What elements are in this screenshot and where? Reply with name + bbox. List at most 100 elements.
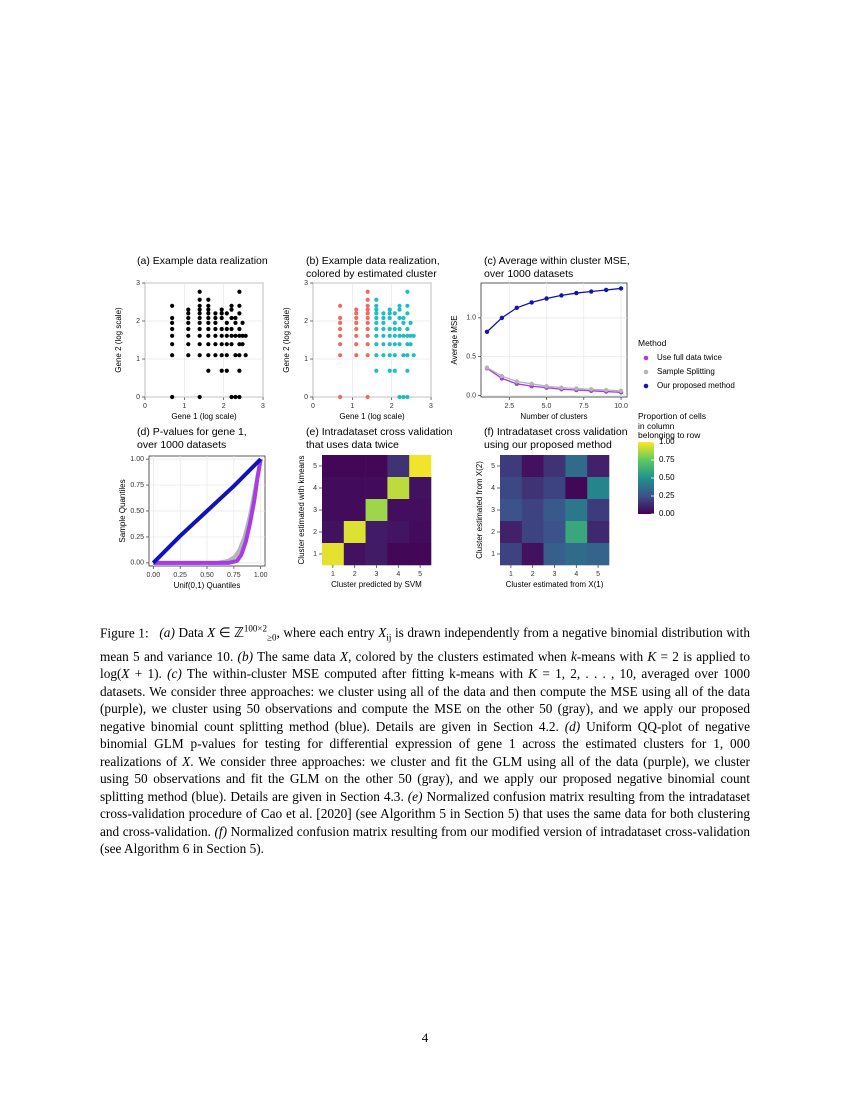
a-data-point: [213, 353, 218, 358]
b-data-point: [354, 353, 359, 358]
f-heatmap-cell: [565, 455, 588, 478]
f-heatmap-cell: [543, 455, 566, 478]
e-heatmap-cell: [322, 521, 345, 544]
a-data-point: [213, 320, 218, 325]
a-data-point: [243, 333, 248, 338]
caption-fragment: (d): [564, 718, 581, 734]
c-series-point: [514, 305, 519, 311]
figure-caption: Figure 1: (a) Data X ∈ ℤ100×2≥0, where e…: [100, 621, 750, 858]
a-data-point: [206, 342, 211, 347]
b-data-point: [374, 333, 379, 338]
c-x-tick-label: 2.5: [504, 403, 514, 410]
a-data-point: [219, 307, 224, 312]
a-data-point: [237, 342, 242, 347]
b-data-point: [374, 297, 379, 302]
b-data-point: [381, 342, 386, 347]
a-data-point: [224, 311, 229, 316]
e-heatmap-cell: [343, 521, 366, 544]
f-heatmap-cell: [543, 477, 566, 500]
b-data-point: [397, 333, 402, 338]
b-data-point: [405, 303, 410, 308]
a-data-point: [213, 326, 218, 332]
b-data-point: [374, 368, 379, 373]
a-data-point: [229, 333, 234, 338]
a-x-tick-label: 3: [261, 403, 265, 410]
caption-fragment: (f): [214, 823, 228, 839]
a-data-point: [219, 311, 224, 316]
a-data-point: [197, 307, 202, 312]
a-data-point: [219, 326, 224, 332]
c-series-point: [589, 289, 594, 294]
e-heatmap-cell: [365, 477, 388, 500]
a-data-point: [206, 353, 211, 358]
caption-fragment: + 1).: [129, 666, 168, 682]
colorbar: [638, 442, 654, 514]
b-data-point: [387, 342, 392, 347]
a-data-point: [224, 333, 229, 338]
f-heatmap-cell: [587, 543, 610, 566]
b-data-point: [397, 342, 402, 347]
caption-fragment: = 2 is applied to log(: [100, 648, 751, 682]
f-y-tick-label: 4: [491, 485, 495, 492]
c-series-line: [486, 287, 622, 333]
f-heatmap-cell: [587, 477, 610, 500]
e-y-tick-label: 2: [313, 529, 317, 536]
b-data-point: [408, 342, 413, 347]
a-data-point: [186, 353, 191, 358]
b-data-point: [354, 311, 359, 316]
page-number: 4: [421, 1030, 429, 1045]
colorbar-tick-label: 0.50: [659, 473, 675, 482]
a-data-point: [206, 320, 211, 325]
b-data-point: [408, 333, 413, 338]
b-data-point: [338, 303, 343, 308]
caption-fragment: ≥0: [267, 633, 277, 644]
panel-e-title: (e) Intradataset cross validation that u…: [306, 426, 453, 451]
a-data-point: [229, 342, 234, 347]
e-heatmap-cell: [365, 499, 388, 522]
b-data-point: [401, 320, 406, 325]
b-data-point: [387, 311, 392, 316]
a-data-point: [186, 307, 191, 312]
b-data-point: [397, 326, 402, 332]
b-data-point: [354, 320, 359, 325]
colorbar-legend-title: Proportion of cells in column belonging …: [638, 411, 707, 440]
a-data-point: [197, 320, 202, 325]
a-data-point: [197, 394, 202, 400]
caption-fragment: X: [121, 666, 130, 682]
a-data-point: [186, 333, 191, 338]
a-data-point: [206, 307, 211, 312]
a-data-point: [186, 320, 191, 325]
b-data-point: [397, 303, 402, 308]
b-y-axis-label: Gene 2 (log scale): [282, 307, 291, 373]
b-data-point: [381, 353, 386, 358]
c-y-tick-label: 0.0: [466, 392, 476, 399]
c-series-point: [544, 296, 549, 301]
panel-a-title: (a) Example data realization: [137, 255, 268, 267]
c-series-point: [529, 300, 534, 305]
b-data-point: [365, 315, 370, 321]
b-data-point: [405, 394, 410, 400]
c-series-point: [589, 387, 594, 392]
a-data-point: [197, 289, 202, 294]
a-data-point: [170, 333, 175, 338]
c-series-point: [484, 365, 490, 370]
a-data-point: [197, 303, 202, 308]
b-data-point: [401, 333, 406, 338]
method-legend-label: Our proposed method: [657, 381, 735, 390]
b-data-point: [381, 320, 386, 325]
a-data-point: [213, 342, 218, 347]
a-data-point: [237, 311, 242, 316]
f-heatmap-cell: [543, 521, 566, 544]
e-x-axis-label: Cluster predicted by SVM: [331, 580, 422, 589]
f-y-axis-label: Cluster estimated from X(2): [475, 461, 484, 559]
f-heatmap-cell: [587, 499, 610, 522]
f-y-tick-label: 3: [491, 507, 495, 514]
caption-fragment: = 1, 2, . . . , 10, averaged over 1000 d…: [100, 666, 750, 734]
a-data-point: [229, 326, 234, 332]
a-data-point: [219, 315, 224, 321]
a-data-point: [206, 315, 211, 321]
caption-fragment: ∈ ℤ: [215, 625, 244, 641]
a-data-point: [219, 368, 224, 373]
caption-fragment: (a): [159, 625, 175, 641]
caption-fragment: (c): [167, 666, 182, 682]
